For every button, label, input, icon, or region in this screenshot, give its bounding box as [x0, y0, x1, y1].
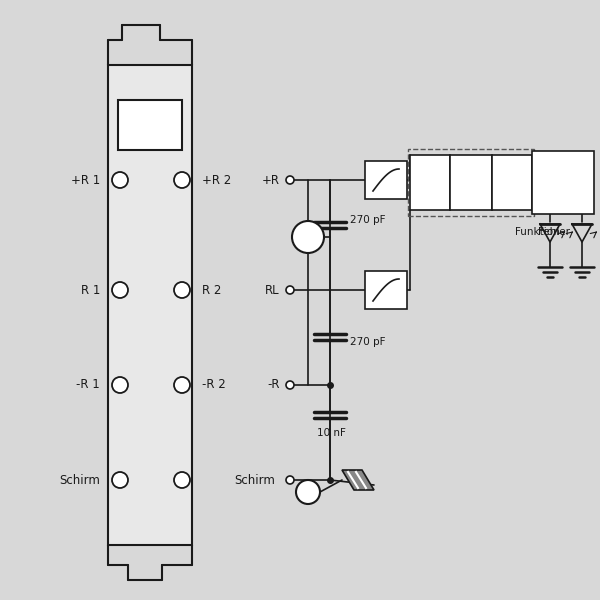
Text: 4: 4: [117, 458, 123, 467]
Circle shape: [296, 480, 320, 504]
Bar: [450, 155, 492, 210]
Text: 5: 5: [179, 158, 185, 167]
Text: Funktion: Funktion: [515, 227, 560, 237]
Circle shape: [112, 472, 128, 488]
Bar: [410, 155, 450, 210]
Text: +R 2: +R 2: [202, 173, 231, 187]
Bar: [492, 155, 532, 210]
Circle shape: [174, 282, 190, 298]
Bar: [532, 151, 594, 214]
Circle shape: [112, 172, 128, 188]
Text: 1: 1: [117, 158, 123, 167]
Circle shape: [286, 286, 294, 294]
Circle shape: [286, 476, 294, 484]
Circle shape: [112, 282, 128, 298]
Bar: [408, 149, 534, 216]
Text: 750-461/
000-003: 750-461/ 000-003: [131, 521, 169, 540]
Text: Schirm: Schirm: [234, 473, 275, 487]
Text: 3: 3: [117, 363, 123, 372]
Text: 7: 7: [179, 363, 185, 372]
Bar: [365, 271, 407, 309]
Text: 270 pF: 270 pF: [350, 215, 386, 225]
Text: Schirm: Schirm: [59, 473, 100, 487]
Circle shape: [286, 381, 294, 389]
Circle shape: [174, 377, 190, 393]
Text: +R 1: +R 1: [71, 173, 100, 187]
Text: 2: 2: [117, 268, 123, 277]
Text: D: D: [455, 190, 464, 200]
Text: Fehler: Fehler: [538, 227, 570, 237]
Text: R 2: R 2: [202, 283, 221, 296]
Bar: [108, 65, 192, 545]
Text: 6: 6: [179, 268, 185, 277]
Text: A: A: [456, 166, 464, 175]
Text: 8: 8: [179, 458, 185, 467]
Circle shape: [174, 172, 190, 188]
Text: -R 2: -R 2: [202, 379, 226, 391]
Circle shape: [112, 377, 128, 393]
Text: +R: +R: [262, 173, 280, 187]
Circle shape: [174, 472, 190, 488]
Polygon shape: [342, 470, 374, 490]
Text: -R 1: -R 1: [76, 379, 100, 391]
Text: MUX: MUX: [418, 178, 443, 188]
Text: RL: RL: [265, 283, 280, 296]
Text: R 1: R 1: [80, 283, 100, 296]
Bar: [365, 161, 407, 199]
Text: -R: -R: [268, 379, 280, 391]
Text: Logik: Logik: [548, 178, 578, 188]
Text: 10 nF: 10 nF: [317, 428, 346, 438]
Circle shape: [286, 176, 294, 184]
Bar: [118, 100, 182, 150]
Circle shape: [292, 221, 324, 253]
Text: 270 pF: 270 pF: [350, 337, 386, 347]
